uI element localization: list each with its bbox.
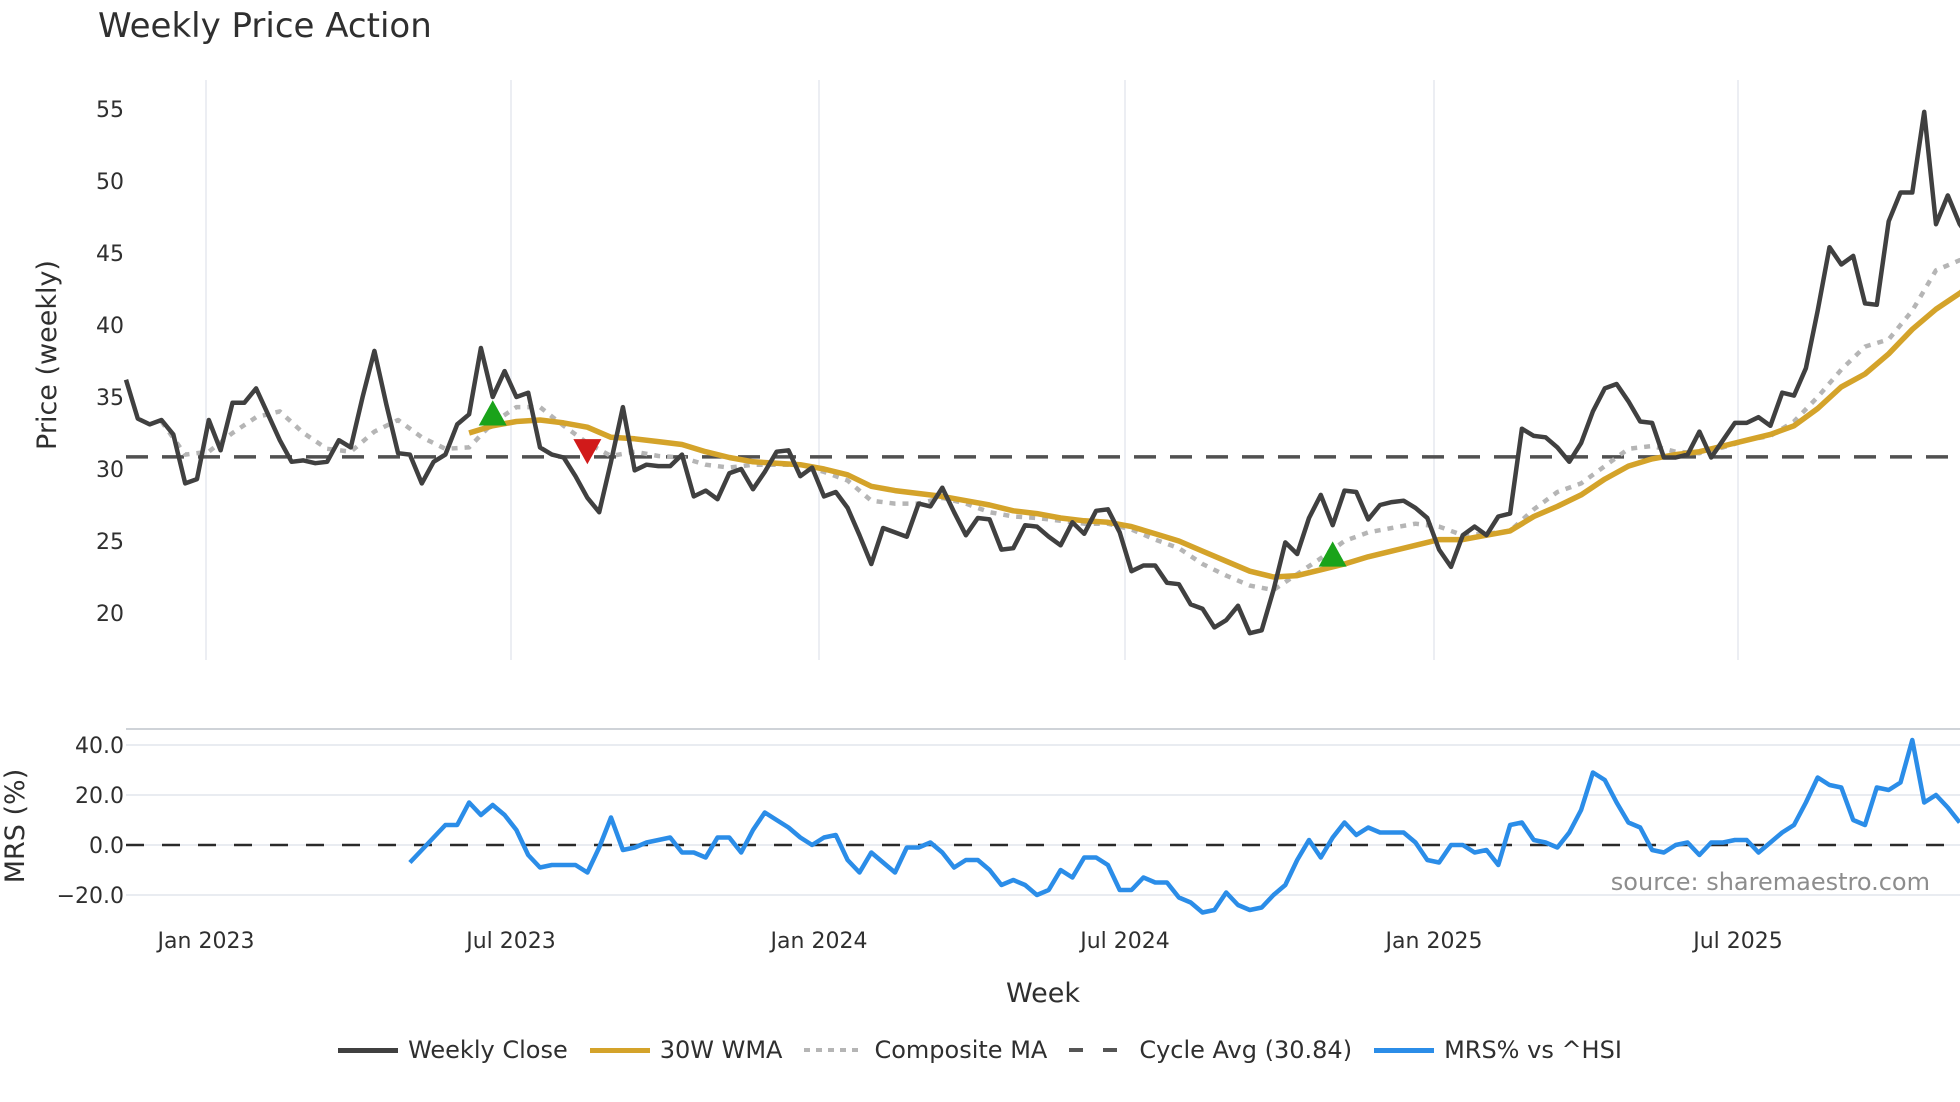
price-y-axis-title: Price (weekly) [32, 260, 63, 450]
buy-signal-triangle-up-icon [1318, 541, 1347, 567]
price-tick-label: 45 [96, 242, 124, 267]
mrs-y-ticks: 40.0 20.0 0.0 −20.0 [57, 734, 124, 909]
legend-label: Weekly Close [408, 1036, 568, 1064]
price-tick-label: 20 [96, 602, 124, 627]
price-tick-label: 55 [96, 98, 124, 123]
price-y-ticks: 20 25 30 35 40 45 50 55 [96, 98, 124, 627]
dashed-line-swatch-icon [1069, 1048, 1130, 1052]
grid-lines [126, 80, 1960, 896]
solid-line-swatch-icon [1374, 1047, 1435, 1053]
legend-label: MRS% vs ^HSI [1444, 1036, 1622, 1064]
legend-item[interactable]: Weekly Close [338, 1036, 568, 1064]
solid-line-swatch-icon [589, 1047, 650, 1053]
x-tick-label: Jan 2024 [769, 929, 868, 954]
x-tick-label: Jan 2025 [1384, 929, 1483, 954]
x-tick-label: Jul 2025 [1691, 929, 1783, 954]
mrs-line [408, 737, 1960, 915]
series-lines [123, 109, 1960, 915]
legend-item[interactable]: Cycle Avg (30.84) [1069, 1036, 1352, 1064]
price-tick-label: 25 [96, 530, 124, 555]
mrs-tick-label: 0.0 [89, 834, 124, 859]
mrs-tick-label: 20.0 [75, 784, 124, 809]
legend-item[interactable]: 30W WMA [589, 1036, 783, 1064]
legend-label: Cycle Avg (30.84) [1139, 1036, 1353, 1064]
weekly-close-line [123, 109, 1960, 636]
source-note: source: sharemaestro.com [1611, 868, 1930, 896]
30w-wma-line [468, 289, 1960, 580]
x-axis-title: Week [1006, 978, 1080, 1009]
chart-title: Weekly Price Action [98, 6, 432, 46]
buy-signal-triangle-up-icon [478, 400, 507, 426]
price-tick-label: 35 [96, 386, 124, 411]
price-tick-label: 30 [96, 458, 124, 483]
legend-label: 30W WMA [659, 1036, 783, 1064]
price-tick-label: 40 [96, 314, 124, 339]
dotted-line-swatch-icon [804, 1048, 865, 1052]
legend-item[interactable]: MRS% vs ^HSI [1374, 1036, 1622, 1064]
x-tick-label: Jul 2024 [1078, 929, 1170, 954]
mrs-y-axis-title: MRS (%) [0, 769, 31, 884]
signal-markers [478, 400, 1347, 567]
legend-label: Composite MA [874, 1036, 1048, 1064]
sell-signal-triangle-down-icon [573, 439, 602, 465]
solid-line-swatch-icon [338, 1047, 399, 1053]
x-axis-ticks: Jan 2023 Jul 2023 Jan 2024 Jul 2024 Jan 2025… [156, 929, 1783, 954]
mrs-tick-label: −20.0 [57, 884, 124, 909]
price-tick-label: 50 [96, 170, 124, 195]
x-tick-label: Jan 2023 [156, 929, 255, 954]
x-tick-label: Jul 2023 [464, 929, 556, 954]
legend: Weekly Close 30W WMA Composite MA Cycle Avg… [0, 1036, 1960, 1064]
mrs-tick-label: 40.0 [75, 734, 124, 759]
legend-item[interactable]: Composite MA [804, 1036, 1047, 1064]
